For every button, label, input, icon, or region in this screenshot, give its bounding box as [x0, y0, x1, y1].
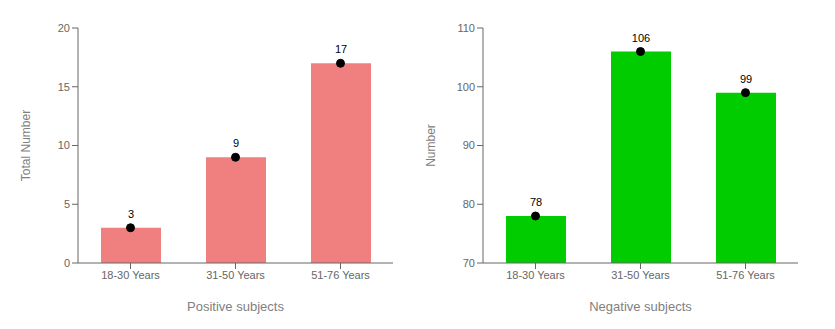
svg-text:18-30 Years: 18-30 Years [506, 269, 565, 281]
svg-text:Negative subjects: Negative subjects [589, 299, 692, 314]
svg-text:51-76 Years: 51-76 Years [311, 269, 370, 281]
svg-text:99: 99 [740, 73, 752, 85]
svg-text:70: 70 [463, 257, 475, 269]
svg-text:17: 17 [335, 43, 347, 55]
svg-text:106: 106 [632, 32, 650, 44]
svg-text:9: 9 [233, 137, 239, 149]
svg-text:51-76 Years: 51-76 Years [716, 269, 775, 281]
svg-text:10: 10 [58, 139, 70, 151]
svg-text:110: 110 [457, 22, 475, 34]
svg-text:31-50 Years: 31-50 Years [611, 269, 670, 281]
svg-text:Number: Number [424, 124, 438, 167]
svg-text:0: 0 [64, 257, 70, 269]
svg-text:Positive subjects: Positive subjects [187, 299, 284, 314]
svg-text:Total Number: Total Number [19, 110, 33, 181]
svg-text:18-30 Years: 18-30 Years [101, 269, 160, 281]
svg-text:80: 80 [463, 198, 475, 210]
svg-text:5: 5 [64, 198, 70, 210]
svg-text:20: 20 [58, 22, 70, 34]
svg-text:3: 3 [128, 208, 134, 220]
svg-text:31-50 Years: 31-50 Years [206, 269, 265, 281]
svg-text:15: 15 [58, 81, 70, 93]
svg-text:90: 90 [463, 139, 475, 151]
svg-text:78: 78 [530, 196, 542, 208]
svg-text:100: 100 [457, 81, 475, 93]
